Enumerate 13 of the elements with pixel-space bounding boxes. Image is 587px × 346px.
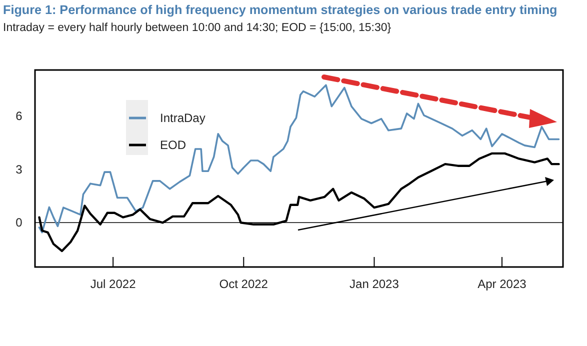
- y-tick-label: 6: [16, 109, 23, 124]
- x-tick-label: Apr 2023: [478, 277, 527, 291]
- x-tick-label: Jan 2023: [350, 277, 400, 291]
- legend-label: EOD: [160, 138, 186, 152]
- legend-label: IntraDay: [160, 111, 206, 125]
- line-series: [38, 84, 560, 234]
- x-tick-label: Jul 2022: [90, 277, 136, 291]
- chart-subtitle: Intraday = every half hourly between 10:00 and 14:30; EOD = {15:00, 15:30}: [3, 22, 392, 34]
- chart-title: Figure 1: Performance of high frequency momentum strategies on various trade entry timing: [3, 3, 558, 17]
- x-tick-label: Oct 2022: [219, 277, 268, 291]
- y-tick-label: 3: [16, 162, 23, 176]
- y-tick-label: 0: [16, 216, 23, 230]
- line-series: [38, 152, 560, 252]
